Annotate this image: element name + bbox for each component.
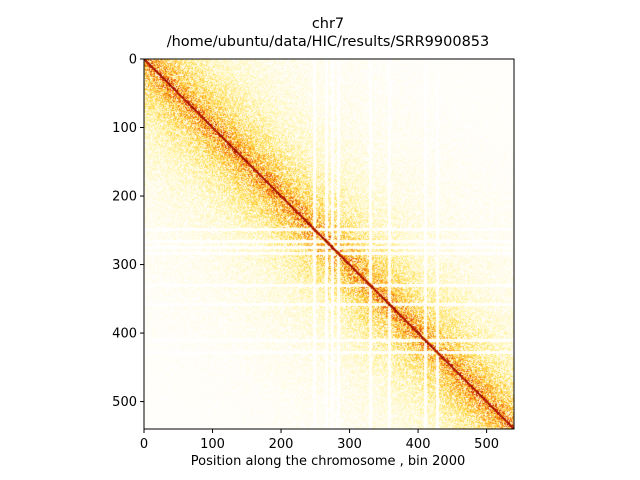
y-tick-label: 400 [112, 327, 137, 342]
y-tick-label: 100 [112, 121, 137, 136]
y-tick-label: 200 [112, 190, 137, 205]
y-tick-label: 0 [129, 53, 137, 68]
y-tick-label: 500 [112, 395, 137, 410]
y-tick-label: 300 [112, 258, 137, 273]
chart-title-path: /home/ubuntu/data/HIC/results/SRR9900853 [166, 34, 490, 50]
plot-frame [143, 58, 515, 430]
x-axis-label: Position along the chromosome , bin 2000 [190, 454, 466, 469]
x-tick-label: 400 [406, 437, 431, 452]
chart-title-chromosome: chr7 [311, 16, 345, 32]
x-tick-label: 0 [140, 437, 148, 452]
x-tick-label: 500 [474, 437, 499, 452]
x-tick-label: 300 [337, 437, 362, 452]
x-tick-label: 100 [200, 437, 225, 452]
heatmap-matrix [144, 59, 514, 429]
x-tick-label: 200 [269, 437, 294, 452]
